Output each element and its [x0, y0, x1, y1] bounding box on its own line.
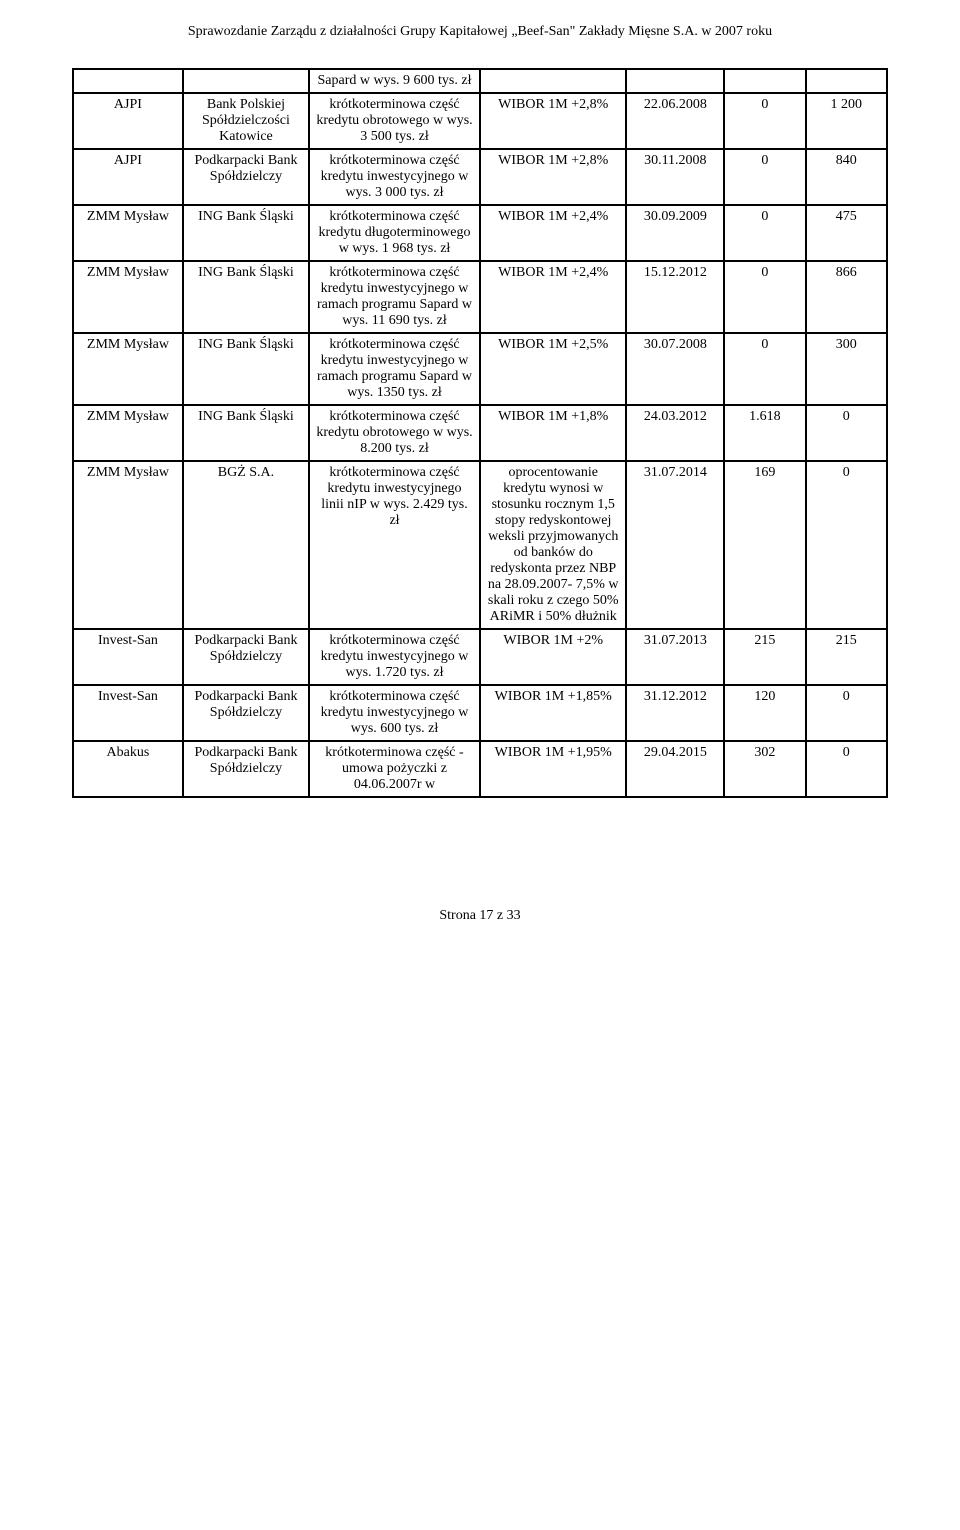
table-cell: 15.12.2012	[626, 261, 724, 333]
table-cell: 30.09.2009	[626, 205, 724, 261]
table-cell: ING Bank Śląski	[183, 261, 309, 333]
table-cell: 0	[724, 149, 805, 205]
table-cell: 0	[724, 333, 805, 405]
table-cell: krótkoterminowa część kredytu inwestycyj…	[309, 461, 480, 629]
table-cell: krótkoterminowa część kredytu inwestycyj…	[309, 149, 480, 205]
table-cell: krótkoterminowa część kredytu inwestycyj…	[309, 333, 480, 405]
table-cell: 22.06.2008	[626, 93, 724, 149]
table-cell: Bank Polskiej Spółdzielczości Katowice	[183, 93, 309, 149]
table-cell: 31.07.2013	[626, 629, 724, 685]
table-cell: Invest-San	[73, 629, 183, 685]
table-cell: Podkarpacki Bank Spółdzielczy	[183, 149, 309, 205]
table-cell: WIBOR 1M +1,95%	[480, 741, 627, 797]
table-cell: ING Bank Śląski	[183, 405, 309, 461]
table-row: ZMM MysławING Bank Śląskikrótkoterminowa…	[73, 405, 887, 461]
table-cell: 1.618	[724, 405, 805, 461]
table-cell: 29.04.2015	[626, 741, 724, 797]
table-cell: ZMM Mysław	[73, 405, 183, 461]
table-cell: krótkoterminowa część kredytu inwestycyj…	[309, 629, 480, 685]
table-cell: 840	[806, 149, 887, 205]
table-cell: Podkarpacki Bank Spółdzielczy	[183, 741, 309, 797]
table-row: AbakusPodkarpacki Bank Spółdzielczykrótk…	[73, 741, 887, 797]
table-cell: 300	[806, 333, 887, 405]
page-header: Sprawozdanie Zarządu z działalności Grup…	[72, 24, 888, 40]
table-row: Invest-SanPodkarpacki Bank Spółdzielczyk…	[73, 685, 887, 741]
table-row: ZMM MysławING Bank Śląskikrótkoterminowa…	[73, 205, 887, 261]
table-cell: 866	[806, 261, 887, 333]
table-cell: ING Bank Śląski	[183, 333, 309, 405]
table-cell: 169	[724, 461, 805, 629]
table-cell	[724, 69, 805, 93]
table-row: Invest-SanPodkarpacki Bank Spółdzielczyk…	[73, 629, 887, 685]
table-cell: WIBOR 1M +2,4%	[480, 205, 627, 261]
table-cell: 24.03.2012	[626, 405, 724, 461]
table-cell: 0	[724, 261, 805, 333]
table-cell: Podkarpacki Bank Spółdzielczy	[183, 685, 309, 741]
table-cell: Invest-San	[73, 685, 183, 741]
table-cell: WIBOR 1M +2%	[480, 629, 627, 685]
table-row: ZMM MysławING Bank Śląskikrótkoterminowa…	[73, 333, 887, 405]
table-cell: krótkoterminowa część -umowa pożyczki z …	[309, 741, 480, 797]
table-cell: krótkoterminowa część kredytu długotermi…	[309, 205, 480, 261]
table-cell: 0	[806, 405, 887, 461]
page-footer: Strona 17 z 33	[72, 908, 888, 924]
table-cell: 31.07.2014	[626, 461, 724, 629]
table-cell: 215	[724, 629, 805, 685]
table-cell: 31.12.2012	[626, 685, 724, 741]
table-cell: krótkoterminowa część kredytu inwestycyj…	[309, 685, 480, 741]
table-cell: WIBOR 1M +2,4%	[480, 261, 627, 333]
table-cell: 1 200	[806, 93, 887, 149]
table-cell: 302	[724, 741, 805, 797]
table-row: ZMM MysławBGŻ S.A.krótkoterminowa część …	[73, 461, 887, 629]
table-row: Sapard w wys. 9 600 tys. zł	[73, 69, 887, 93]
table-cell: BGŻ S.A.	[183, 461, 309, 629]
table-cell: krótkoterminowa część kredytu inwestycyj…	[309, 261, 480, 333]
table-cell: krótkoterminowa część kredytu obrotowego…	[309, 405, 480, 461]
table-row: AJPIBank Polskiej Spółdzielczości Katowi…	[73, 93, 887, 149]
table-row: AJPIPodkarpacki Bank Spółdzielczykrótkot…	[73, 149, 887, 205]
table-cell: 475	[806, 205, 887, 261]
table-cell: 0	[724, 205, 805, 261]
table-cell: AJPI	[73, 93, 183, 149]
table-cell	[626, 69, 724, 93]
credit-table: Sapard w wys. 9 600 tys. złAJPIBank Pols…	[72, 68, 888, 798]
table-cell: oprocentowanie kredytu wynosi w stosunku…	[480, 461, 627, 629]
table-cell: krótkoterminowa część kredytu obrotowego…	[309, 93, 480, 149]
table-cell: WIBOR 1M +2,5%	[480, 333, 627, 405]
table-cell: 0	[724, 93, 805, 149]
table-cell: 0	[806, 741, 887, 797]
table-cell	[806, 69, 887, 93]
table-cell: Abakus	[73, 741, 183, 797]
table-cell: ZMM Mysław	[73, 333, 183, 405]
table-cell	[480, 69, 627, 93]
table-cell: Podkarpacki Bank Spółdzielczy	[183, 629, 309, 685]
table-cell: ZMM Mysław	[73, 205, 183, 261]
table-cell: WIBOR 1M +1,85%	[480, 685, 627, 741]
table-cell: ZMM Mysław	[73, 461, 183, 629]
table-cell: AJPI	[73, 149, 183, 205]
table-cell: WIBOR 1M +1,8%	[480, 405, 627, 461]
table-cell	[183, 69, 309, 93]
table-cell: 0	[806, 685, 887, 741]
table-cell: WIBOR 1M +2,8%	[480, 93, 627, 149]
table-cell: 30.11.2008	[626, 149, 724, 205]
table-cell: 0	[806, 461, 887, 629]
table-cell	[73, 69, 183, 93]
table-cell: ING Bank Śląski	[183, 205, 309, 261]
table-cell: 215	[806, 629, 887, 685]
table-cell: WIBOR 1M +2,8%	[480, 149, 627, 205]
table-row: ZMM MysławING Bank Śląskikrótkoterminowa…	[73, 261, 887, 333]
table-cell: Sapard w wys. 9 600 tys. zł	[309, 69, 480, 93]
table-cell: 120	[724, 685, 805, 741]
table-cell: 30.07.2008	[626, 333, 724, 405]
table-cell: ZMM Mysław	[73, 261, 183, 333]
